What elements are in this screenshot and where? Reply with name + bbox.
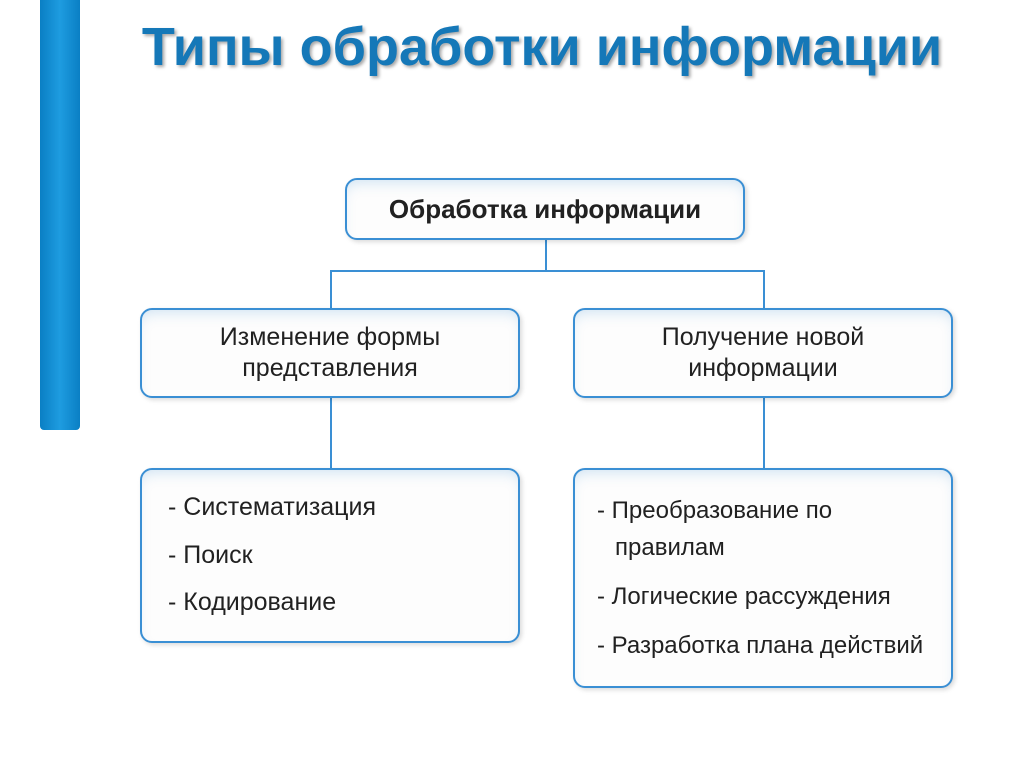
node-l2b: - Преобразование по правилам - Логически… <box>573 468 953 688</box>
connector <box>763 398 765 468</box>
connector <box>763 270 765 308</box>
list-item: - Преобразование по правилам <box>597 492 933 566</box>
node-l1a-label: Изменение формы представления <box>160 322 500 385</box>
node-l1b: Получение новой информации <box>573 308 953 398</box>
list-item: - Кодирование <box>168 579 336 627</box>
connector <box>330 270 763 272</box>
node-l1a: Изменение формы представления <box>140 308 520 398</box>
list-item: - Поиск <box>168 532 253 580</box>
list-item: - Логические рассуждения <box>597 578 891 615</box>
connector <box>330 398 332 468</box>
connector <box>545 240 547 270</box>
node-l2a: - Систематизация - Поиск - Кодирование <box>140 468 520 643</box>
list-item: - Разработка плана действий <box>597 627 923 664</box>
node-root: Обработка информации <box>345 178 745 240</box>
list-item: - Систематизация <box>168 484 376 532</box>
slide-title: Типы обработки информации <box>80 18 1004 77</box>
connector <box>330 270 332 308</box>
node-root-label: Обработка информации <box>389 194 701 225</box>
node-l1b-label: Получение новой информации <box>593 322 933 385</box>
accent-sidebar <box>40 0 80 430</box>
